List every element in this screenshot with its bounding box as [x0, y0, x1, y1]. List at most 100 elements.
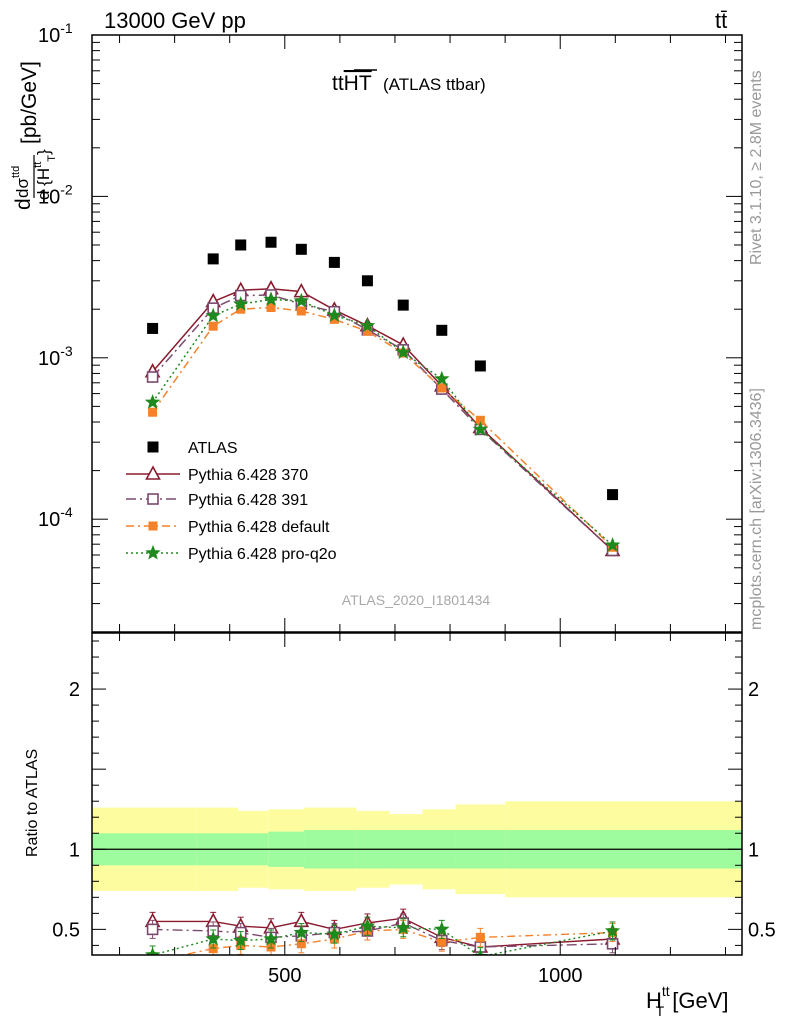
chart-title: ttHT (ATLAS ttbar) [332, 69, 486, 95]
legend-marker [145, 465, 161, 480]
ratio-point [144, 946, 161, 955]
ratio-y-tick-label: 0.5 [52, 919, 80, 941]
top-data [144, 236, 621, 557]
data-point [472, 421, 489, 436]
legend-entry: Pythia 6.428 370 [126, 465, 308, 484]
ratio-uncertainty-bands [92, 801, 742, 898]
rivet-label: Rivet 3.1.10, ≥ 2.8M events [748, 70, 765, 265]
legend-label: Pythia 6.428 391 [188, 492, 308, 509]
ratio-point [296, 939, 306, 949]
data-point [434, 370, 450, 386]
legend-label: Pythia 6.428 default [188, 519, 330, 536]
ratio-y-tick-label: 1 [69, 839, 80, 861]
series-pythia-6-428-391 [146, 289, 619, 557]
ratio-point [148, 957, 157, 966]
data-point [328, 256, 340, 268]
data-point [147, 322, 159, 334]
svg-text:[pb/GeV]: [pb/GeV] [18, 61, 41, 144]
ratio-point [263, 930, 279, 946]
data-point [329, 314, 339, 324]
data-point [233, 296, 249, 311]
y-tick-label: 10-4 [38, 504, 73, 531]
data-point [362, 326, 372, 336]
ratio-point [475, 932, 485, 942]
data-point [235, 239, 247, 251]
ratio-point [233, 932, 249, 948]
legend-entry: ATLAS [147, 440, 238, 457]
y-tick-label: 10-3 [38, 343, 73, 370]
energy-label: 13000 GeV pp [104, 8, 246, 33]
svg-text:d: d [12, 198, 35, 210]
ratio-point [326, 926, 343, 941]
data-point [604, 537, 621, 552]
data-point [437, 383, 447, 393]
ratio-y-tick-label-right: 0.5 [748, 919, 776, 941]
bottom-panel [144, 908, 621, 966]
svg-text:dσttd: dσttd [10, 166, 32, 198]
data-point [146, 371, 159, 383]
data-point [207, 253, 219, 265]
title-over: HT [344, 72, 372, 95]
data-point [361, 275, 373, 287]
ratio-pythia-6-428-pro-q2o [144, 916, 621, 955]
data-point [148, 407, 158, 417]
ratio-line [179, 928, 613, 955]
ratio-line [152, 917, 613, 948]
ratio-y-tick-label-right: 1 [748, 839, 759, 861]
data-point [144, 394, 161, 409]
ratio-point [146, 923, 159, 936]
legend-entry: Pythia 6.428 391 [126, 492, 308, 509]
legend-marker [147, 493, 159, 505]
legend-marker [145, 544, 161, 560]
data-point [265, 236, 277, 248]
x-tick-label: 500 [268, 965, 301, 987]
ratio-point [437, 937, 447, 947]
ratio-point [293, 924, 310, 940]
data-point [263, 291, 279, 306]
process-label: tt̄ [715, 8, 727, 33]
data-point [397, 299, 409, 311]
bottom-frame [91, 632, 743, 956]
data-point [607, 489, 619, 501]
ratio-y-tick-label-right: 2 [748, 679, 759, 701]
data-point [208, 321, 218, 331]
data-point [293, 292, 310, 308]
legend: ATLAS Pythia 6.428 370 Pythia 6.428 391 Pyt… [126, 440, 337, 563]
data-point [395, 344, 411, 359]
series-line [151, 306, 614, 548]
data-point [326, 307, 343, 323]
title-suffix: (ATLAS ttbar) [383, 75, 486, 94]
data-point [474, 360, 486, 372]
data-point [295, 243, 307, 255]
mcplots-label: mcplots.cern.ch [arXiv:1306.3436] [748, 388, 765, 630]
series-atlas [147, 236, 619, 501]
bottom-data [144, 908, 621, 966]
data-point [266, 302, 276, 312]
x-axis-label: Htt T [GeV] [646, 983, 728, 1019]
legend-marker [148, 521, 158, 531]
y-tick-label: 10-1 [38, 20, 73, 47]
ratio-y-tick-label: 2 [69, 679, 80, 701]
legend-label: Pythia 6.428 370 [188, 467, 308, 484]
data-point [205, 307, 221, 323]
legend-entry: Pythia 6.428 pro-q2o [126, 544, 337, 563]
ratio-point [604, 922, 621, 938]
data-point [475, 415, 485, 425]
series-pythia-6-428-default [148, 302, 618, 552]
ratio-point [208, 944, 218, 954]
ratio-point [395, 919, 411, 935]
ratio-line [152, 925, 613, 955]
ratio-point [205, 930, 221, 946]
series-line [152, 287, 614, 552]
data-point [296, 306, 306, 316]
legend-label: ATLAS [188, 440, 238, 457]
ratio-point [434, 921, 450, 936]
legend-label: Pythia 6.428 pro-q2o [188, 546, 337, 563]
x-tick-label: 1000 [538, 965, 583, 987]
ratio-ylabel: Ratio to ATLAS [24, 749, 41, 857]
panel-frames: 500 1000 10-4 10-3 10-2 10-1 0.5 0.5 1 1 2 2 [38, 20, 776, 987]
y-tick-label: 10-2 [38, 181, 73, 208]
legend-entry: Pythia 6.428 default [126, 519, 330, 536]
top-panel [144, 236, 621, 557]
svg-text:HttT[GeV]: Htt T [GeV] [646, 983, 728, 1019]
